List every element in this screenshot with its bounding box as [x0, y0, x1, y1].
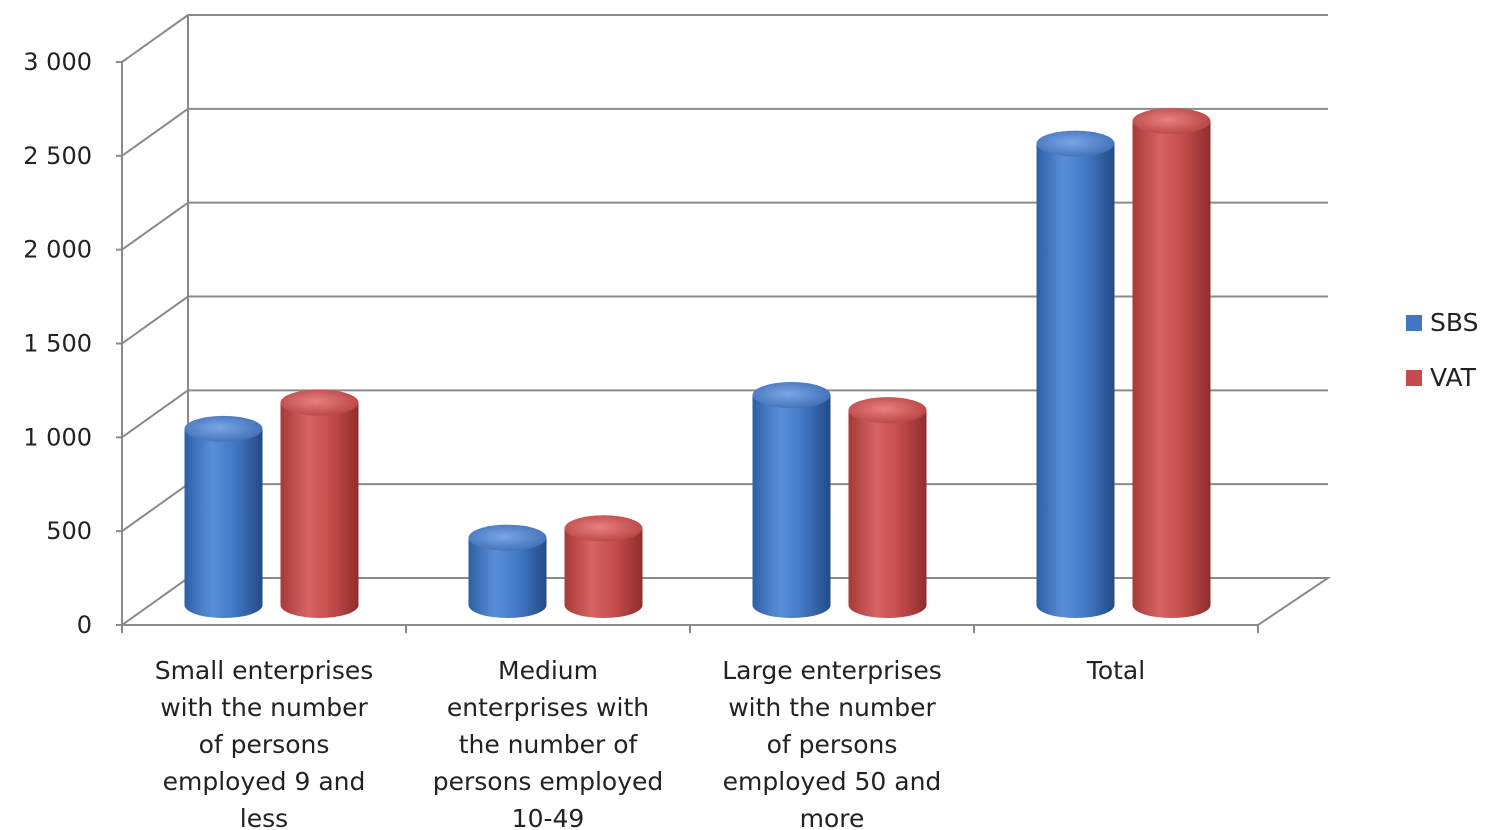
legend-swatch-sbs — [1406, 315, 1422, 331]
gridline-side-1 — [121, 483, 189, 532]
bar-sbs-3 — [1036, 130, 1115, 618]
bar-top-sbs-2 — [752, 382, 831, 409]
bar-body-vat-1 — [564, 528, 643, 618]
x-axis-labels: Small enterprises with the number of perso… — [155, 656, 1145, 830]
bar-body-vat-0 — [280, 402, 359, 618]
x-category-label-2: Large enterprises with the number of perso… — [722, 656, 942, 830]
y-tick-label-6: 3 000 — [23, 48, 92, 76]
bar-vat-2 — [848, 397, 927, 618]
gridline-side-4 — [121, 201, 189, 251]
bar-body-sbs-0 — [184, 428, 263, 618]
x-category-label-1: Medium enterprises with the number of perso… — [433, 656, 664, 830]
bar-top-sbs-1 — [468, 524, 547, 551]
bar-body-sbs-2 — [752, 395, 831, 618]
gridline-side-2 — [121, 389, 189, 439]
bar-vat-3 — [1132, 108, 1211, 619]
y-tick-label-1: 500 — [46, 517, 92, 545]
bar-sbs-0 — [184, 415, 263, 618]
bar-top-vat-2 — [848, 397, 927, 424]
legend-label-vat: VAT — [1430, 363, 1477, 392]
y-tick-label-4: 2 000 — [23, 236, 92, 264]
bars — [184, 108, 1211, 619]
y-tick-label-5: 2 500 — [23, 142, 92, 170]
gridline-side-6 — [121, 14, 189, 63]
bar-top-sbs-3 — [1036, 130, 1115, 157]
x-category-label-0: Small enterprises with the number of perso… — [155, 656, 374, 830]
bar-vat-1 — [564, 515, 643, 618]
bar-top-vat-3 — [1132, 108, 1211, 135]
y-tick-label-0: 0 — [77, 611, 92, 639]
bar-vat-0 — [280, 389, 359, 618]
bar-top-sbs-0 — [184, 415, 263, 442]
x-category-label-3: Total — [1086, 656, 1145, 685]
bar-top-vat-1 — [564, 515, 643, 542]
bar-body-sbs-1 — [468, 537, 547, 618]
bar-body-sbs-3 — [1036, 143, 1115, 618]
bar-body-vat-3 — [1132, 121, 1211, 619]
gridline-side-3 — [121, 295, 189, 345]
legend-swatch-vat — [1406, 370, 1422, 386]
bar-body-vat-2 — [848, 410, 927, 618]
bar-sbs-1 — [468, 524, 547, 618]
y-axis-ticks: 0 500 1 000 1 500 2 000 2 500 3 000 — [23, 48, 122, 639]
legend-label-sbs: SBS — [1430, 308, 1478, 337]
y-tick-label-2: 1 000 — [23, 423, 92, 451]
bar-top-vat-0 — [280, 389, 359, 416]
bar-sbs-2 — [752, 382, 831, 618]
gridline-side-5 — [121, 108, 189, 157]
legend: SBS VAT — [1406, 308, 1478, 392]
y-tick-label-3: 1 500 — [23, 330, 92, 358]
